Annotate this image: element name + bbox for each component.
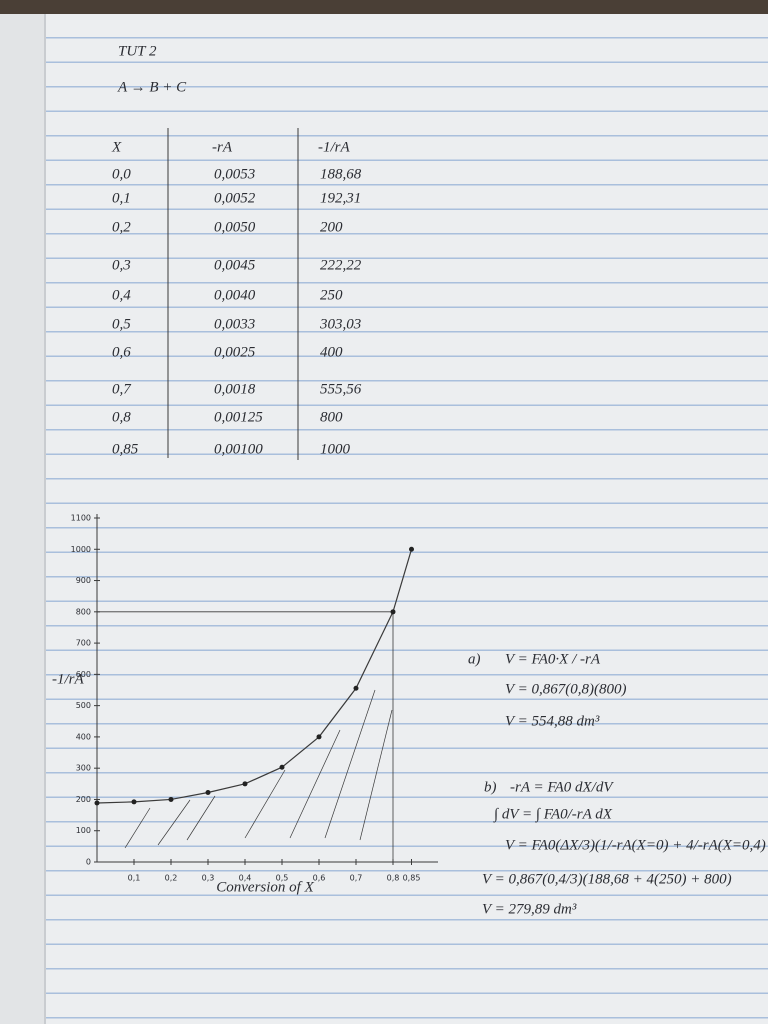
table-cell: 0,1 xyxy=(112,190,131,206)
table-cell: 200 xyxy=(320,219,343,235)
table-cell: 0,85 xyxy=(112,441,139,457)
left-page-edge xyxy=(0,14,46,1024)
hatch-line xyxy=(324,689,376,839)
equation: V = 279,89 dm³ xyxy=(482,901,577,917)
part-label: b) xyxy=(484,779,497,795)
table-header: X xyxy=(111,139,122,155)
x-axis-label: Conversion of X xyxy=(216,879,314,895)
x-tick-label: 0,4 xyxy=(239,874,252,883)
x-tick-label: 0,2 xyxy=(165,874,178,883)
y-tick-label: 900 xyxy=(76,576,91,585)
table-cell: 800 xyxy=(320,409,343,425)
table-cell: 0,6 xyxy=(112,344,131,360)
equation: V = FA0(ΔX/3)(1/-rA(X=0) + 4/-rA(X=0,4) … xyxy=(505,837,768,853)
table-cell: 0,0018 xyxy=(214,381,256,397)
x-tick-label: 0,7 xyxy=(350,874,363,883)
data-point xyxy=(353,685,359,691)
table-cell: 0,00125 xyxy=(214,409,263,425)
table-cell: 1000 xyxy=(320,441,351,457)
y-tick-label: 300 xyxy=(76,764,91,773)
data-point xyxy=(94,800,100,806)
part-label: a) xyxy=(468,651,481,667)
equation: V = 0,867(0,8)(800) xyxy=(505,681,627,697)
hatch-line xyxy=(359,709,393,841)
table-cell: 0,00100 xyxy=(214,441,263,457)
table-cell: 0,8 xyxy=(112,409,131,425)
table-cell: 0,0053 xyxy=(214,166,255,182)
y-tick-label: 500 xyxy=(76,701,91,710)
table-cell: 0,2 xyxy=(112,219,131,235)
table-header: -rA xyxy=(212,139,233,155)
y-tick-label: 400 xyxy=(76,732,91,741)
hatch-line xyxy=(244,769,286,839)
data-point xyxy=(131,799,137,805)
reaction: A → B + C xyxy=(117,79,187,95)
table-cell: 192,31 xyxy=(320,190,361,206)
data-point xyxy=(205,790,211,796)
equation: V = 0,867(0,4/3)(188,68 + 4(250) + 800) xyxy=(482,871,732,887)
hatch-line xyxy=(289,729,341,839)
table-cell: 0,0 xyxy=(112,166,131,182)
y-tick-label: 600 xyxy=(76,670,91,679)
table-header: -1/rA xyxy=(318,139,351,155)
equation: V = 554,88 dm³ xyxy=(505,713,600,729)
x-tick-label: 0,5 xyxy=(276,874,289,883)
y-tick-label: 1000 xyxy=(71,545,91,554)
data-point xyxy=(168,796,174,802)
curve xyxy=(96,549,413,804)
y-tick-label: 1100 xyxy=(71,514,91,523)
table-cell: 0,0052 xyxy=(214,190,256,206)
y-tick-label: 0 xyxy=(86,858,91,867)
hatch-line xyxy=(124,807,151,849)
table-cell: 0,5 xyxy=(112,316,131,332)
notebook-page xyxy=(0,14,768,1024)
x-tick-label: 0,6 xyxy=(313,874,326,883)
y-tick-label: 100 xyxy=(76,826,91,835)
table-cell: 303,03 xyxy=(319,316,361,332)
table-cell: 555,56 xyxy=(320,381,362,397)
table-cell: 0,0045 xyxy=(214,257,256,273)
y-tick-label: 800 xyxy=(76,607,91,616)
table-cell: 400 xyxy=(320,344,343,360)
x-tick-label: 0,85 xyxy=(403,874,421,883)
hatch-line xyxy=(157,799,191,846)
table-cell: 222,22 xyxy=(320,257,362,273)
x-tick-label: 0,1 xyxy=(128,874,141,883)
x-tick-label: 0,8 xyxy=(387,874,400,883)
table-cell: 188,68 xyxy=(320,166,362,182)
equation: V = FA0·X / -rA xyxy=(505,651,601,667)
y-tick-label: 200 xyxy=(76,795,91,804)
data-point xyxy=(390,609,396,615)
y-axis-label: -1/rA xyxy=(52,671,85,687)
table-cell: 0,0025 xyxy=(214,344,256,360)
x-tick-label: 0,3 xyxy=(202,874,215,883)
table-cell: 0,0033 xyxy=(214,316,255,332)
table-cell: 0,3 xyxy=(112,257,131,273)
y-tick-label: 700 xyxy=(76,639,91,648)
table-cell: 0,0040 xyxy=(214,287,256,303)
data-point xyxy=(409,546,414,552)
table-cell: 0,4 xyxy=(112,287,131,303)
equation: ∫ dV = ∫ FA0/-rA dX xyxy=(493,806,613,822)
equation: -rA = FA0 dX/dV xyxy=(510,779,614,795)
data-point xyxy=(279,764,285,770)
data-point xyxy=(242,781,248,787)
hatch-line xyxy=(186,795,216,841)
table-cell: 0,7 xyxy=(112,381,132,397)
table-cell: 250 xyxy=(320,287,343,303)
data-point xyxy=(316,734,322,740)
title: TUT 2 xyxy=(118,43,157,59)
table-cell: 0,0050 xyxy=(214,219,256,235)
